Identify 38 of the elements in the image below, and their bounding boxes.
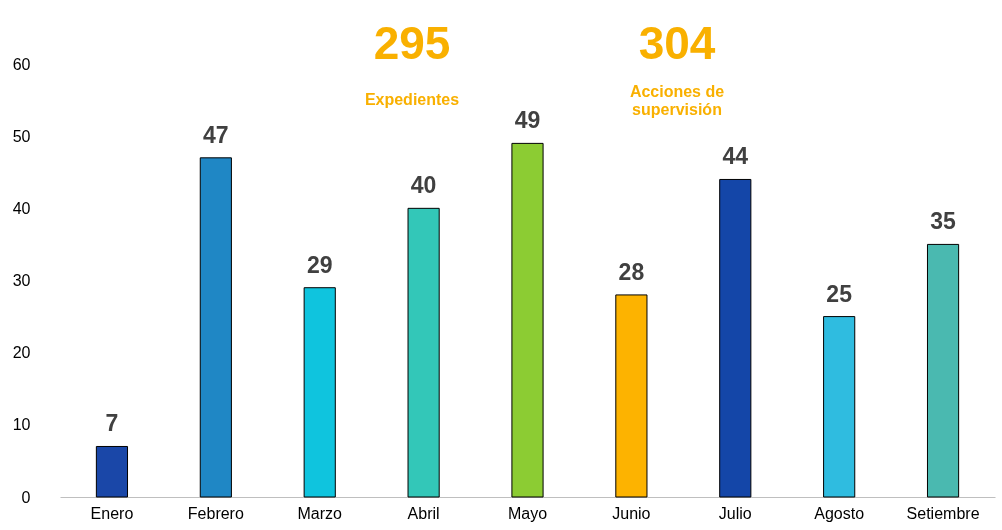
bar xyxy=(823,316,856,498)
annotation: Acciones de supervisión xyxy=(629,83,725,118)
data-label: 7 xyxy=(105,410,119,437)
data-label: 47 xyxy=(203,121,229,148)
annotation: 304 xyxy=(638,17,716,69)
data-label: 49 xyxy=(514,107,541,134)
data-label: 44 xyxy=(722,143,749,170)
bar xyxy=(303,287,336,498)
x-tick-label: Abril xyxy=(407,504,440,522)
y-tick-label: 30 xyxy=(12,272,31,289)
data-label: 35 xyxy=(930,208,957,235)
bar xyxy=(199,157,232,498)
x-tick-label: Mayo xyxy=(507,504,548,522)
annotation: Expedientes xyxy=(364,91,460,108)
y-tick-label: 0 xyxy=(21,488,31,506)
data-label: 25 xyxy=(826,280,853,307)
x-tick-label: Agosto xyxy=(814,504,865,522)
data-label: 40 xyxy=(410,172,437,199)
bar xyxy=(511,142,544,498)
bar xyxy=(719,178,752,498)
bar xyxy=(95,445,129,498)
bar xyxy=(615,294,648,498)
x-tick-label: Julio xyxy=(718,504,752,522)
bar xyxy=(407,207,440,498)
x-tick-label: Enero xyxy=(90,504,134,522)
x-tick-label: Febrero xyxy=(187,504,244,522)
x-tick-label: Setiembre xyxy=(906,504,980,522)
annotation: 295 xyxy=(373,17,451,69)
data-label: 28 xyxy=(618,258,645,285)
x-tick-label: Marzo xyxy=(297,504,343,522)
x-tick-label: Junio xyxy=(612,504,651,522)
y-tick-label: 10 xyxy=(12,416,31,434)
data-label: 29 xyxy=(306,251,333,278)
y-tick-label: 60 xyxy=(12,55,31,73)
bar xyxy=(926,243,960,498)
y-tick-label: 20 xyxy=(12,344,31,362)
y-tick-label: 50 xyxy=(12,127,31,145)
y-tick-label: 40 xyxy=(12,199,31,217)
